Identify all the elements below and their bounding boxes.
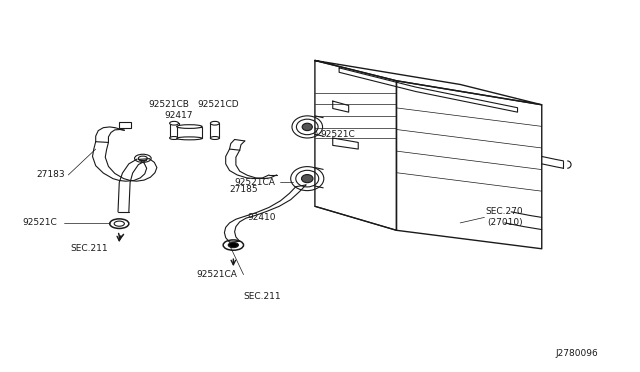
Ellipse shape <box>138 156 147 161</box>
Ellipse shape <box>211 137 220 140</box>
Ellipse shape <box>296 170 319 187</box>
Text: 92521CA: 92521CA <box>234 178 275 187</box>
Ellipse shape <box>170 137 179 140</box>
Text: 92521C: 92521C <box>22 218 58 227</box>
Text: SEC.211: SEC.211 <box>70 244 108 253</box>
Ellipse shape <box>302 123 312 131</box>
Bar <box>211 123 220 138</box>
Bar <box>119 122 131 128</box>
Ellipse shape <box>296 119 318 135</box>
Text: 27183: 27183 <box>36 170 65 179</box>
Ellipse shape <box>170 121 179 125</box>
Ellipse shape <box>177 137 202 140</box>
Text: J2780096: J2780096 <box>556 350 598 359</box>
Bar <box>177 126 202 138</box>
Ellipse shape <box>292 116 323 138</box>
Ellipse shape <box>177 125 202 128</box>
Text: 92410: 92410 <box>247 213 275 222</box>
Ellipse shape <box>301 174 313 183</box>
Ellipse shape <box>134 154 151 162</box>
Ellipse shape <box>114 221 124 226</box>
Ellipse shape <box>109 219 129 228</box>
Ellipse shape <box>291 167 324 190</box>
Text: SEC.211: SEC.211 <box>244 292 282 301</box>
Text: 92521C: 92521C <box>320 130 355 139</box>
Text: (27010): (27010) <box>487 218 523 227</box>
Text: 27185: 27185 <box>229 185 258 194</box>
Ellipse shape <box>223 240 244 250</box>
Text: 92521CA: 92521CA <box>196 270 237 279</box>
Ellipse shape <box>211 121 220 125</box>
Bar <box>170 123 179 138</box>
Text: 92521CD: 92521CD <box>197 100 239 109</box>
Ellipse shape <box>228 243 239 248</box>
Text: 92417: 92417 <box>164 111 193 121</box>
Text: 92521CB: 92521CB <box>148 100 189 109</box>
Text: SEC.270: SEC.270 <box>486 207 524 217</box>
